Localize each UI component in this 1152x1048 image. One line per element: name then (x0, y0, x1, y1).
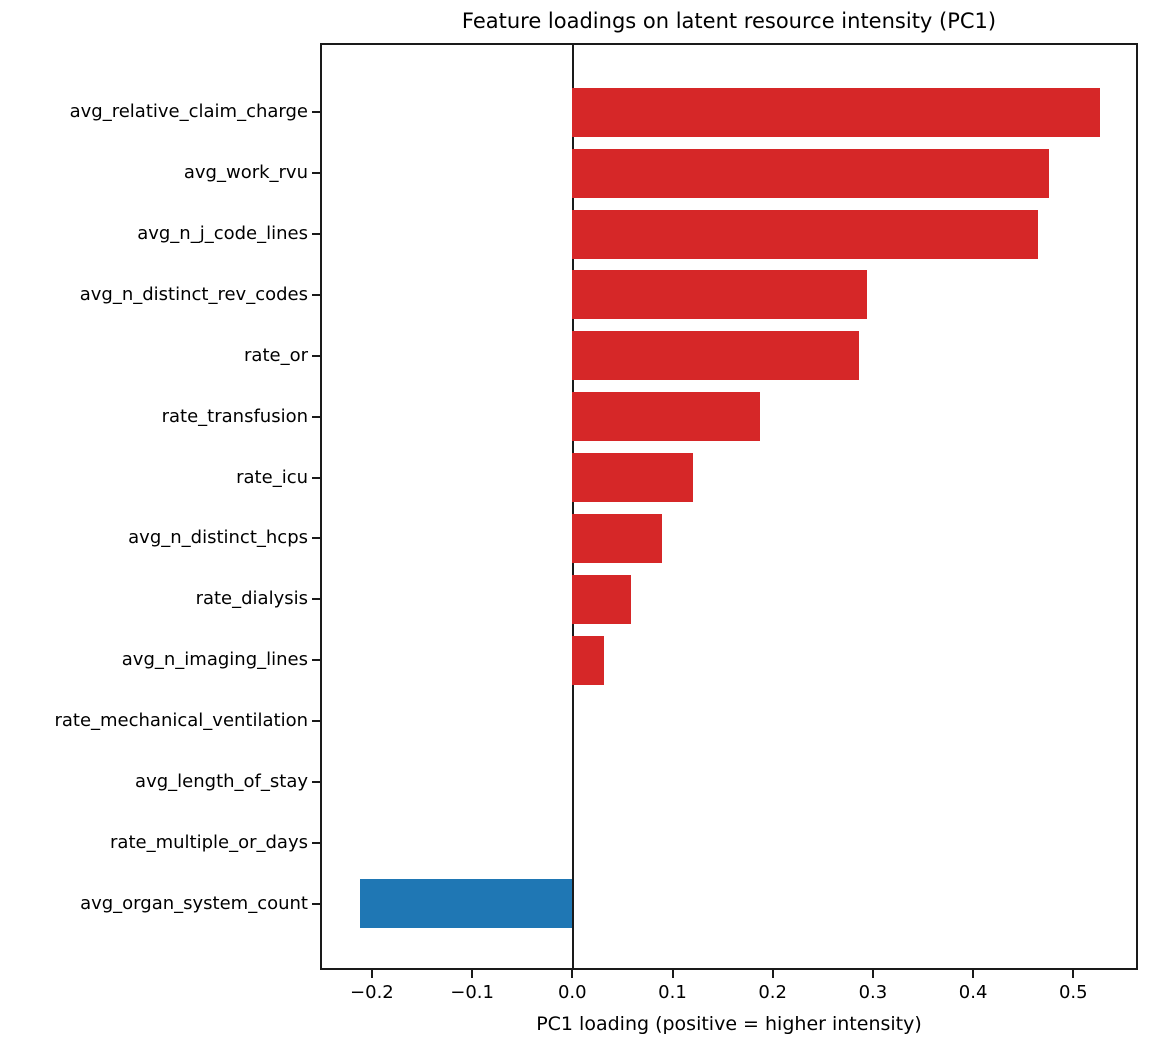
y-axis-tick (312, 537, 321, 540)
zero-reference-line (572, 45, 575, 968)
y-axis-tick (312, 841, 321, 844)
x-axis-tick (671, 970, 674, 978)
bar-rate_dialysis (572, 574, 632, 624)
bar-rate_icu (572, 453, 693, 503)
y-axis-tick (312, 720, 321, 722)
chart-title: Feature loadings on latent resource inte… (461, 9, 997, 33)
y-axis-tick (312, 415, 321, 418)
plot-area (320, 43, 1138, 970)
x-tick-label: 0.1 (658, 982, 687, 1003)
y-axis-tick (312, 598, 321, 601)
bar-avg_relative_claim_charge (572, 87, 1101, 137)
y-tick-label-avg_organ_system_count: avg_organ_system_count (80, 892, 308, 914)
bar-rate_or (572, 331, 859, 381)
y-axis-tick (312, 293, 321, 296)
y-tick-label-rate_multiple_or_days: rate_multiple_or_days (110, 831, 308, 853)
y-axis-tick (312, 354, 321, 357)
x-axis-tick (972, 970, 975, 978)
x-axis-tick (571, 970, 574, 978)
x-axis-tick (1072, 970, 1075, 978)
y-tick-label-rate_mechanical_ventilation: rate_mechanical_ventilation (54, 710, 308, 731)
y-tick-label-avg_n_distinct_hcps: avg_n_distinct_hcps (128, 527, 308, 549)
x-axis-tick (370, 970, 373, 978)
y-tick-label-rate_or: rate_or (244, 344, 308, 366)
y-tick-label-rate_transfusion: rate_transfusion (161, 405, 308, 427)
y-axis-tick (312, 902, 321, 905)
bar-avg_n_j_code_lines (572, 209, 1039, 259)
y-axis-tick (312, 233, 321, 236)
bar-avg_n_imaging_lines (572, 635, 605, 685)
bar-avg_organ_system_count (359, 879, 573, 929)
x-tick-label: 0.4 (958, 982, 988, 1003)
x-tick-label: 0.3 (858, 982, 888, 1003)
y-axis-tick (312, 172, 321, 175)
y-tick-label-avg_work_rvu: avg_work_rvu (183, 162, 308, 184)
bar-avg_work_rvu (572, 148, 1050, 198)
y-axis-tick (312, 780, 321, 783)
y-tick-label-rate_icu: rate_icu (236, 466, 308, 488)
x-tick-label: 0.0 (557, 982, 587, 1003)
x-axis-tick (871, 970, 874, 978)
x-tick-label: 0.2 (758, 982, 787, 1003)
y-tick-label-avg_n_j_code_lines: avg_n_j_code_lines (137, 223, 308, 245)
x-tick-label: −0.2 (350, 982, 394, 1003)
bar-avg_n_distinct_rev_codes (572, 270, 867, 320)
y-axis-tick (312, 476, 321, 479)
x-tick-label: −0.1 (450, 982, 494, 1003)
x-axis-tick (471, 970, 474, 978)
y-axis-tick (312, 659, 321, 662)
x-axis-tick (771, 970, 774, 978)
y-tick-label-avg_n_distinct_rev_codes: avg_n_distinct_rev_codes (79, 283, 308, 305)
x-axis-label: PC1 loading (positive = higher intensity… (536, 1013, 922, 1035)
bar-avg_n_distinct_hcps (572, 513, 663, 563)
y-axis-tick (312, 111, 321, 114)
y-tick-label-avg_n_imaging_lines: avg_n_imaging_lines (121, 649, 308, 671)
y-tick-label-rate_dialysis: rate_dialysis (195, 588, 308, 610)
y-tick-label-avg_relative_claim_charge: avg_relative_claim_charge (69, 101, 308, 123)
x-tick-label: 0.5 (1058, 982, 1088, 1003)
y-tick-label-avg_length_of_stay: avg_length_of_stay (135, 770, 308, 792)
bar-rate_transfusion (572, 392, 760, 442)
